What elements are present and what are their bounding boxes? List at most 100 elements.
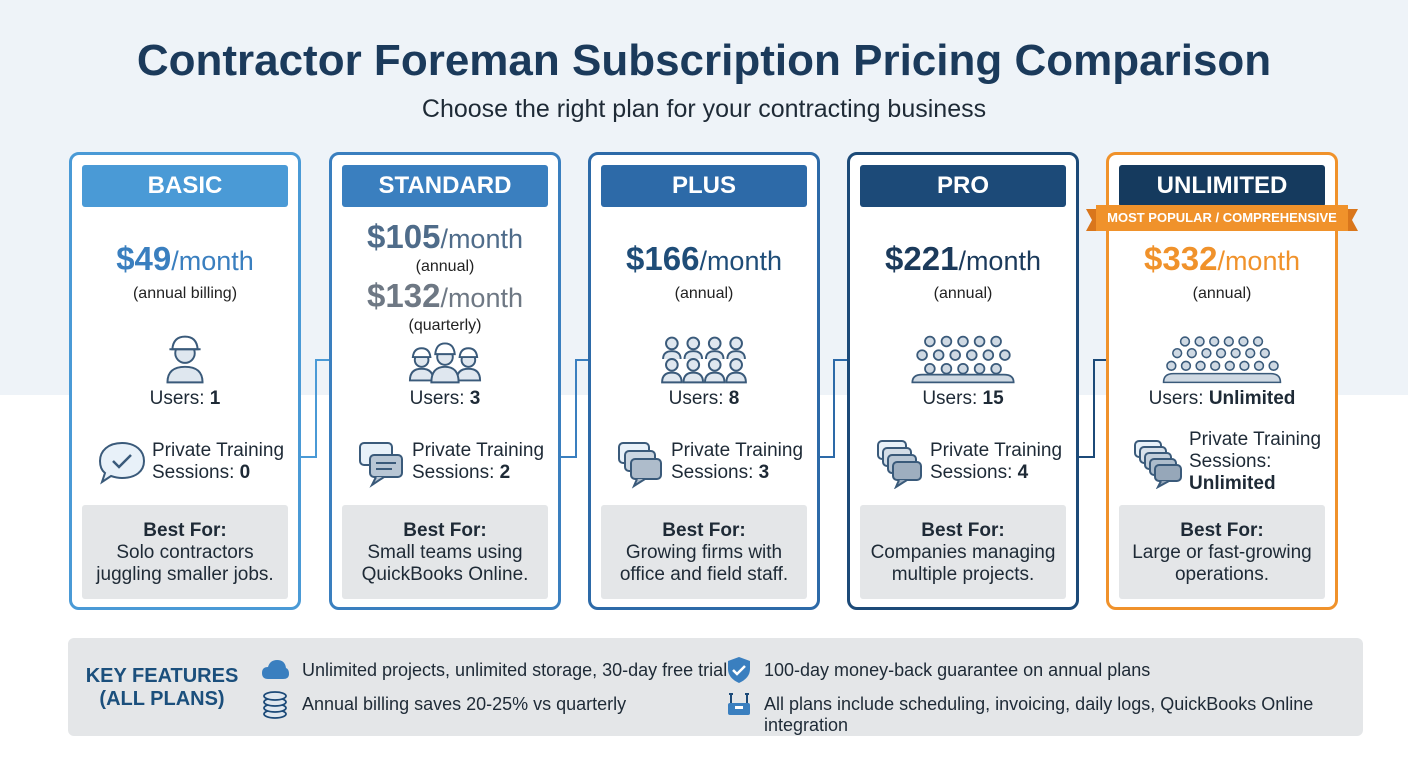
best-for-line: Solo contractors (116, 542, 254, 563)
training-value: 4 (1017, 462, 1029, 483)
feature-item: All plans include scheduling, invoicing,… (764, 694, 1314, 735)
billing-note: (quarterly) (408, 317, 482, 334)
three-workers-icon (408, 342, 482, 384)
best-for-line: Large or fast-growing (1132, 542, 1312, 563)
users-value: Unlimited (1208, 388, 1296, 409)
hard-hat-worker-icon (166, 335, 204, 384)
plan-card-basic[interactable]: BASIC $49/month (annual billing) Users: … (69, 152, 301, 610)
training-label: Private Training (930, 440, 1063, 461)
best-for-title: Best For: (662, 520, 746, 541)
billing-note: (annual) (674, 285, 734, 302)
page-title: Contractor Foreman Subscription Pricing … (136, 36, 1272, 85)
training-count: Sessions: 4 (930, 462, 1062, 484)
best-for-box: Best For: Large or fast-growing operatio… (1119, 505, 1325, 599)
best-for-line: multiple projects. (891, 564, 1035, 585)
price-period: /month (1217, 246, 1300, 276)
best-for-box: Best For: Small teams using QuickBooks O… (342, 505, 548, 599)
plan-card-pro[interactable]: PRO $221/month (annual) Users: 15 Privat… (847, 152, 1079, 610)
best-for-line: Growing firms with (625, 542, 783, 563)
training-count: Sessions: 2 (412, 462, 544, 484)
feature-item: Unlimited projects, unlimited storage, 3… (302, 660, 728, 680)
best-for-title: Best For: (921, 520, 1005, 541)
eight-users-icon (661, 336, 747, 384)
users-count: Users: Unlimited (1109, 388, 1335, 410)
coin-stack-icon (263, 691, 287, 719)
users-prefix: Users: (922, 388, 983, 409)
plan-card-plus[interactable]: PLUS $166/month (annual) Users: 8 Privat… (588, 152, 820, 610)
key-features-title-line: KEY FEATURES (85, 665, 239, 687)
crowd-users-icon (1162, 336, 1282, 384)
training-sessions: Private Training Sessions: 2 (412, 440, 544, 484)
price-period: /month (440, 224, 523, 254)
users-prefix: Users: (149, 388, 210, 409)
cloud-icon (262, 660, 289, 679)
best-for-title: Best For: (403, 520, 487, 541)
best-for-box: Best For: Growing firms with office and … (601, 505, 807, 599)
feature-item: Annual billing saves 20-25% vs quarterly (302, 694, 627, 714)
users-count: Users: 3 (332, 388, 558, 410)
chat-bubbles-icon (618, 442, 662, 489)
training-prefix: Sessions: (152, 462, 240, 483)
training-count: Sessions: 3 (671, 462, 803, 484)
billing-note: (annual) (415, 258, 475, 275)
users-value: 15 (982, 388, 1004, 409)
best-for-line: juggling smaller jobs. (96, 564, 274, 585)
price-period: /month (440, 283, 523, 313)
plan-name: BASIC (82, 165, 288, 207)
training-prefix: Sessions: (671, 462, 759, 483)
users-prefix: Users: (1148, 388, 1209, 409)
training-value: 3 (758, 462, 770, 483)
price-amount: $332 (1144, 240, 1218, 277)
billing-note: (annual) (933, 285, 993, 302)
fifteen-users-icon (911, 335, 1015, 384)
price-amount: $132 (367, 277, 441, 314)
best-for-box: Best For: Solo contractors juggling smal… (82, 505, 288, 599)
shield-check-icon (728, 657, 750, 683)
chat-bubbles-stack-icon (1134, 440, 1182, 489)
best-for-title: Best For: (143, 520, 227, 541)
training-sessions: Private Training Sessions: 4 (930, 440, 1062, 484)
key-features-title: KEY FEATURES (ALL PLANS) (82, 665, 242, 711)
training-prefix: Sessions: (930, 462, 1018, 483)
ribbon-shape-icon (1086, 205, 1358, 231)
feature-item: 100-day money-back guarantee on annual p… (764, 660, 1151, 680)
training-sessions: Private Training Sessions: Unlimited (1189, 429, 1321, 495)
plan-name: UNLIMITED (1119, 165, 1325, 207)
users-value: 8 (728, 388, 740, 409)
key-features-panel: KEY FEATURES (ALL PLANS) Unlimited proje… (68, 638, 1363, 736)
training-value: Unlimited (1189, 473, 1276, 494)
price-amount: $49 (116, 240, 172, 277)
training-label: Private Training (1189, 429, 1322, 450)
plan-price: $332/month (1109, 240, 1335, 278)
price-amount: $105 (367, 218, 441, 255)
training-sessions: Private Training Sessions: 0 (152, 440, 284, 484)
plan-price: $105/month (332, 218, 558, 256)
plan-card-standard[interactable]: STANDARD $105/month (annual) $132/month … (329, 152, 561, 610)
users-count: Users: 8 (591, 388, 817, 410)
training-sessions: Private Training Sessions: 3 (671, 440, 803, 484)
users-prefix: Users: (668, 388, 729, 409)
most-popular-ribbon: MOST POPULAR / COMPREHENSIVE (1086, 205, 1358, 235)
users-value: 1 (209, 388, 221, 409)
chat-bubbles-icon (359, 442, 403, 488)
price-period: /month (699, 246, 782, 276)
plan-price-quarterly: $132/month (332, 277, 558, 315)
billing-note: (annual billing) (132, 285, 238, 302)
price-amount: $166 (626, 240, 700, 277)
best-for-line: Companies managing (870, 542, 1056, 563)
key-features-title-line: (ALL PLANS) (99, 688, 225, 710)
billing-note: (annual) (1192, 285, 1252, 302)
plan-price: $166/month (591, 240, 817, 278)
best-for-line: Small teams using (367, 542, 523, 563)
training-value: 0 (239, 462, 251, 483)
chat-bubbles-icon (877, 440, 922, 489)
best-for-line: operations. (1174, 564, 1269, 585)
best-for-line: office and field staff. (619, 564, 789, 585)
price-amount: $221 (885, 240, 959, 277)
training-value: 2 (499, 462, 511, 483)
tools-icon (728, 693, 750, 715)
users-value: 3 (469, 388, 481, 409)
training-label: Private Training (671, 440, 804, 461)
price-period: /month (171, 246, 254, 276)
chat-check-icon (98, 441, 146, 485)
